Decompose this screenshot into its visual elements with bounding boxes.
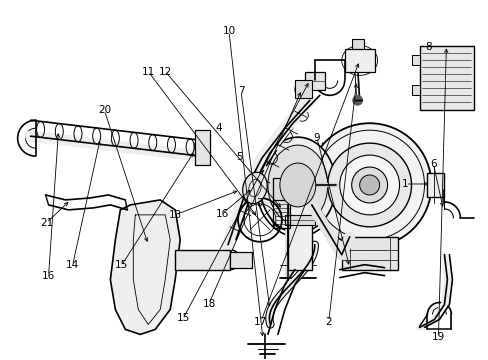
Text: 4: 4 <box>215 123 222 133</box>
Polygon shape <box>341 237 397 270</box>
Text: 15: 15 <box>177 313 190 323</box>
Polygon shape <box>411 85 419 95</box>
Text: 8: 8 <box>425 42 431 51</box>
Text: 18: 18 <box>203 299 216 309</box>
Polygon shape <box>287 200 311 270</box>
Ellipse shape <box>267 145 327 225</box>
Text: 3: 3 <box>255 198 262 208</box>
Text: 1: 1 <box>401 179 408 189</box>
Text: 19: 19 <box>431 332 444 342</box>
Polygon shape <box>229 252 251 268</box>
Polygon shape <box>272 178 289 200</box>
Circle shape <box>359 175 379 195</box>
Circle shape <box>307 123 430 247</box>
Text: 11: 11 <box>142 67 155 77</box>
Polygon shape <box>294 80 311 98</box>
Polygon shape <box>411 55 419 66</box>
Polygon shape <box>427 173 444 197</box>
Text: 13: 13 <box>168 210 182 220</box>
Circle shape <box>351 167 387 203</box>
Polygon shape <box>419 45 473 110</box>
Text: 21: 21 <box>41 218 54 228</box>
Polygon shape <box>285 215 314 225</box>
Text: 12: 12 <box>159 67 172 77</box>
Text: 7: 7 <box>237 86 244 96</box>
Polygon shape <box>195 130 210 165</box>
Text: 16: 16 <box>216 209 229 219</box>
Circle shape <box>339 155 399 215</box>
Text: 20: 20 <box>98 105 111 115</box>
Text: 10: 10 <box>222 26 235 36</box>
Ellipse shape <box>352 95 362 105</box>
Text: 14: 14 <box>66 260 80 270</box>
Text: 15: 15 <box>115 260 128 270</box>
Polygon shape <box>344 49 374 72</box>
Ellipse shape <box>279 163 315 207</box>
Ellipse shape <box>260 137 335 233</box>
Text: 17: 17 <box>253 317 266 327</box>
Polygon shape <box>175 250 229 270</box>
Polygon shape <box>110 200 180 334</box>
Polygon shape <box>304 72 324 90</box>
Circle shape <box>327 143 411 227</box>
Text: 2: 2 <box>325 317 331 327</box>
Text: 6: 6 <box>429 159 436 169</box>
Text: 9: 9 <box>313 133 319 143</box>
Text: 16: 16 <box>42 271 55 281</box>
Polygon shape <box>351 39 363 50</box>
Ellipse shape <box>242 172 267 204</box>
Text: 5: 5 <box>236 152 243 162</box>
